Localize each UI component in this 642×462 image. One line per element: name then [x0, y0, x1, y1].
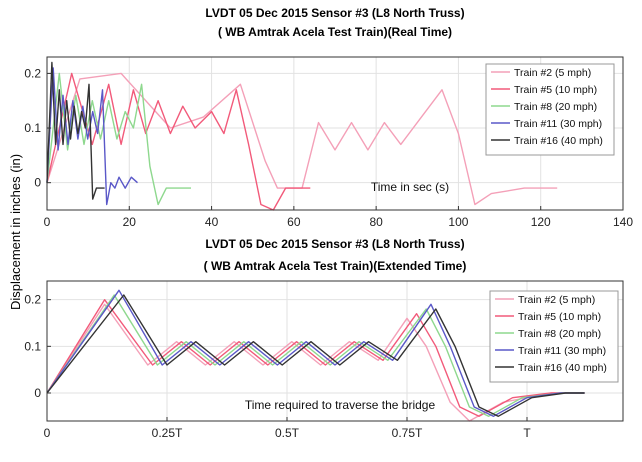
legend-label: Train #2 (5 mph) [518, 294, 595, 306]
figure-ylabel: Displacement in inches (in) [8, 154, 23, 310]
series-line-2 [46, 299, 585, 417]
chart-subtitle: ( WB Amtrak Acela Test Train)(Extended T… [204, 259, 467, 273]
chart-title: LVDT 05 Dec 2015 Sensor #3 (L8 North Tru… [205, 6, 464, 20]
y-tick-label: 0.1 [24, 339, 41, 353]
series-line-5 [46, 294, 585, 417]
x-tick-label: 120 [531, 215, 551, 229]
chart-panel-extended-time: LVDT 05 Dec 2015 Sensor #3 (L8 North Tru… [24, 237, 624, 440]
legend-label: Train #11 (30 mph) [518, 345, 606, 357]
series-line-2 [46, 72, 311, 211]
chart-title: LVDT 05 Dec 2015 Sensor #3 (L8 North Tru… [205, 237, 464, 251]
x-tick-label: 0.5T [275, 426, 300, 440]
x-tick-label: 20 [123, 215, 137, 229]
legend-label: Train #16 (40 mph) [514, 135, 603, 147]
x-tick-label: 100 [448, 215, 468, 229]
legend-label: Train #8 (20 mph) [514, 101, 597, 113]
legend-label: Train #5 (10 mph) [514, 84, 597, 96]
x-tick-label: 60 [287, 215, 301, 229]
y-tick-label: 0.2 [24, 66, 41, 80]
chart-subtitle: ( WB Amtrak Acela Test Train)(Real Time) [218, 25, 452, 39]
series-line-1 [46, 72, 558, 206]
x-tick-label: 0 [44, 215, 51, 229]
series-line-4 [46, 289, 585, 417]
legend-label: Train #11 (30 mph) [514, 118, 602, 130]
y-tick-label: 0.2 [24, 293, 41, 307]
series-line-5 [46, 61, 105, 200]
series-line-3 [46, 294, 585, 417]
chart-panel-real-time: LVDT 05 Dec 2015 Sensor #3 (L8 North Tru… [24, 6, 633, 229]
chart-annotation: Time in sec (s) [371, 180, 449, 194]
x-tick-label: 0 [44, 426, 51, 440]
legend-label: Train #5 (10 mph) [518, 311, 601, 323]
series-line-4 [46, 67, 138, 206]
x-tick-label: 0.75T [392, 426, 423, 440]
axes-frame [46, 280, 624, 422]
axes-frame [46, 56, 624, 211]
x-tick-label: 80 [369, 215, 383, 229]
x-tick-label: T [523, 426, 531, 440]
legend-label: Train #16 (40 mph) [518, 362, 607, 374]
series-line-1 [46, 303, 585, 422]
chart-annotation: Time required to traverse the bridge [245, 398, 436, 412]
y-tick-label: 0 [34, 176, 41, 190]
legend-label: Train #8 (20 mph) [518, 328, 601, 340]
y-tick-label: 0.1 [24, 121, 41, 135]
legend-label: Train #2 (5 mph) [514, 67, 591, 79]
x-tick-label: 40 [205, 215, 219, 229]
x-tick-label: 0.25T [152, 426, 183, 440]
y-tick-label: 0 [34, 386, 41, 400]
x-tick-label: 140 [613, 215, 633, 229]
